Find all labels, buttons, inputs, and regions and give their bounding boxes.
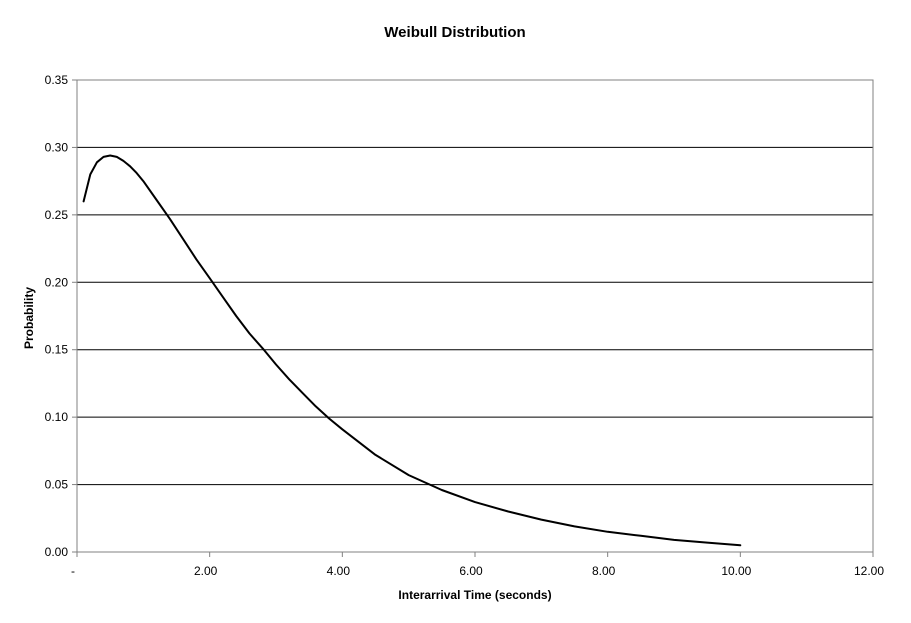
y-tick-label: 0.30 xyxy=(45,140,69,154)
y-tick-label: 0.10 xyxy=(45,410,69,424)
series-group xyxy=(82,154,742,547)
y-tick-label: 0.00 xyxy=(45,545,69,559)
y-tick-label: 0.15 xyxy=(45,343,69,357)
y-tick-label: 0.05 xyxy=(45,478,69,492)
y-axis-ticks: 0.00 0.05 0.10 0.15 0.20 0.25 0.30 0.35 xyxy=(45,73,77,559)
x-tick-label: 2.00 xyxy=(194,564,218,578)
gridlines xyxy=(77,79,873,486)
x-tick-label: 8.00 xyxy=(592,564,616,578)
y-axis-title: Probability xyxy=(22,287,36,349)
y-tick-label: 0.20 xyxy=(45,275,69,289)
x-tick-label: 4.00 xyxy=(327,564,351,578)
x-axis-ticks: - 2.00 4.00 6.00 8.00 10.00 12.00 xyxy=(71,552,884,578)
y-tick-label: 0.25 xyxy=(45,208,69,222)
x-axis-title: Interarrival Time (seconds) xyxy=(398,588,551,602)
x-tick-label: 12.00 xyxy=(854,564,884,578)
plot-area-border xyxy=(76,79,874,553)
x-tick-label: 6.00 xyxy=(459,564,483,578)
x-tick-label: 10.00 xyxy=(721,564,751,578)
y-tick-label: 0.35 xyxy=(45,73,69,87)
x-tick-label: - xyxy=(71,564,75,578)
weibull-series-line xyxy=(82,154,742,547)
chart-title: Weibull Distribution xyxy=(384,24,525,41)
